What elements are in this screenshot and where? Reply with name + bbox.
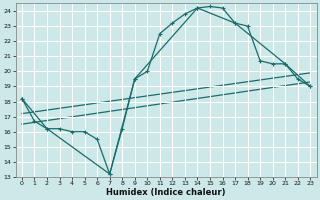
X-axis label: Humidex (Indice chaleur): Humidex (Indice chaleur) <box>106 188 226 197</box>
